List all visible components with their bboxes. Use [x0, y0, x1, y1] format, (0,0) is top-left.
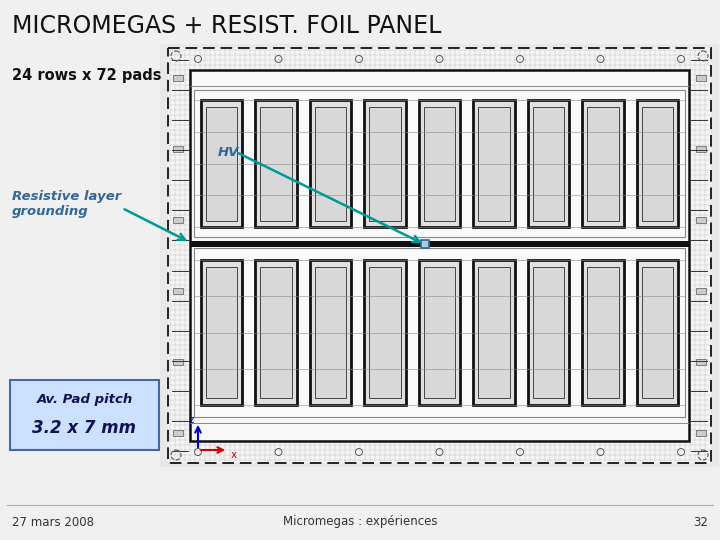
- Bar: [696, 430, 706, 436]
- Bar: [533, 107, 564, 221]
- Bar: [420, 240, 428, 248]
- Bar: [364, 260, 405, 405]
- Bar: [478, 107, 510, 221]
- Text: x: x: [231, 450, 237, 460]
- Bar: [205, 267, 237, 398]
- Bar: [260, 107, 292, 221]
- Bar: [424, 267, 455, 398]
- Text: MICROMEGAS + RESIST. FOIL PANEL: MICROMEGAS + RESIST. FOIL PANEL: [12, 14, 441, 38]
- Bar: [201, 100, 242, 227]
- Bar: [696, 288, 706, 294]
- Bar: [160, 44, 719, 467]
- Bar: [168, 48, 711, 463]
- Text: 32: 32: [693, 516, 708, 529]
- Bar: [190, 241, 689, 247]
- Bar: [310, 100, 351, 227]
- Bar: [478, 267, 510, 398]
- Bar: [473, 100, 515, 227]
- Bar: [369, 267, 401, 398]
- Bar: [173, 359, 183, 365]
- Bar: [637, 100, 678, 227]
- Text: z: z: [188, 415, 194, 425]
- Bar: [173, 288, 183, 294]
- Bar: [173, 146, 183, 152]
- Text: 3.2 x 7 mm: 3.2 x 7 mm: [32, 419, 137, 437]
- Bar: [310, 260, 351, 405]
- Bar: [582, 100, 624, 227]
- Bar: [173, 217, 183, 223]
- Bar: [582, 260, 624, 405]
- FancyBboxPatch shape: [10, 380, 159, 450]
- Text: HV: HV: [218, 145, 239, 159]
- Bar: [637, 260, 678, 405]
- Bar: [424, 107, 455, 221]
- Bar: [642, 107, 673, 221]
- Bar: [255, 260, 297, 405]
- Bar: [696, 146, 706, 152]
- Bar: [369, 107, 401, 221]
- Bar: [696, 217, 706, 223]
- Bar: [696, 359, 706, 365]
- Bar: [419, 260, 460, 405]
- Bar: [642, 267, 673, 398]
- Bar: [473, 260, 515, 405]
- Text: 24 rows x 72 pads: 24 rows x 72 pads: [12, 68, 161, 83]
- Bar: [364, 100, 405, 227]
- Bar: [315, 267, 346, 398]
- Bar: [190, 70, 689, 441]
- Bar: [696, 75, 706, 81]
- Bar: [533, 267, 564, 398]
- Bar: [528, 260, 570, 405]
- Bar: [201, 260, 242, 405]
- Bar: [173, 430, 183, 436]
- Text: Av. Pad pitch: Av. Pad pitch: [37, 393, 132, 406]
- Bar: [173, 75, 183, 81]
- Bar: [588, 267, 619, 398]
- Text: Micromegas : expériences: Micromegas : expériences: [283, 516, 437, 529]
- Bar: [419, 100, 460, 227]
- Bar: [528, 100, 570, 227]
- Bar: [260, 267, 292, 398]
- Bar: [194, 90, 685, 238]
- Bar: [315, 107, 346, 221]
- Bar: [588, 107, 619, 221]
- Text: Resistive layer
grounding: Resistive layer grounding: [12, 190, 121, 218]
- Bar: [194, 248, 685, 417]
- Bar: [205, 107, 237, 221]
- Bar: [255, 100, 297, 227]
- Text: 27 mars 2008: 27 mars 2008: [12, 516, 94, 529]
